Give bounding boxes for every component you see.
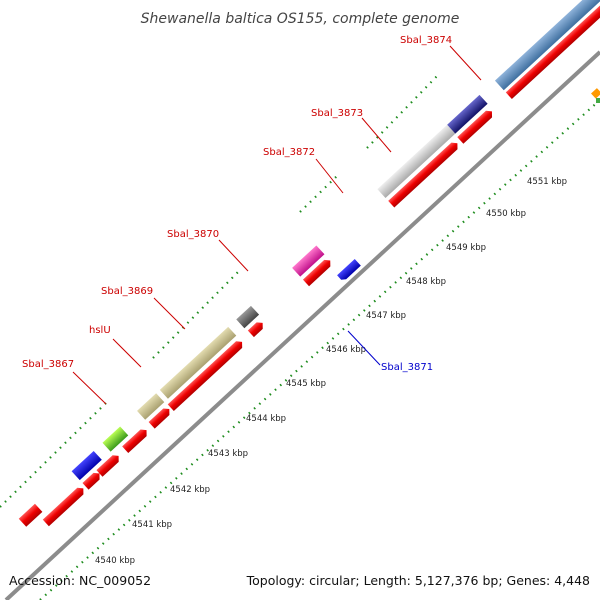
gene-label[interactable]: Sbal_3870 (167, 229, 219, 240)
gene-label-leader (449, 45, 482, 81)
tick-label: 4543 kbp (208, 449, 248, 459)
tick-label: 4540 kbp (95, 556, 135, 566)
tick-label: 4545 kbp (286, 379, 326, 389)
gene-block-khaki (159, 326, 237, 399)
gene-block-magenta (292, 245, 325, 277)
gene-label[interactable]: Sbal_3869 (101, 286, 153, 297)
gene-label-leader (347, 330, 381, 366)
tick-label: 4547 kbp (366, 311, 406, 321)
gene-block-green (596, 98, 600, 103)
genome-backbone (4, 50, 600, 600)
tick-label: 4541 kbp (132, 520, 172, 530)
gene-label-leader (112, 338, 142, 368)
cds-arrow (82, 472, 100, 490)
cds-arrow (122, 429, 147, 454)
tick-label: 4548 kbp (406, 277, 446, 287)
gene-label[interactable]: Sbal_3871 (381, 362, 433, 373)
gene-block-gray (236, 305, 260, 329)
cds-arrow (96, 455, 119, 477)
cds-arrow (247, 322, 263, 338)
gene-label[interactable]: Sbal_3867 (22, 359, 74, 370)
gene-label[interactable]: hslU (89, 325, 111, 336)
cds-arrow (148, 408, 170, 429)
gene-label-leader (315, 158, 344, 194)
gene-label-leader (72, 371, 107, 405)
gene-label-leader (218, 239, 249, 272)
gene-arrow-reverse-blue (337, 259, 361, 280)
genome-summary-text: Topology: circular; Length: 5,127,376 bp… (246, 573, 590, 588)
gene-block-silver (377, 124, 456, 198)
feature-track (18, 0, 600, 527)
tick-label: 4544 kbp (246, 414, 286, 424)
tick-label: 4550 kbp (486, 209, 526, 219)
tick-label: 4546 kbp (326, 345, 366, 355)
gene-block-blue (71, 450, 102, 481)
gene-block-khaki (137, 393, 165, 420)
cds-arrow (388, 142, 458, 208)
gene-block-steelblue (494, 0, 600, 91)
gene-block-lime (102, 426, 129, 452)
outer-ring-segment (152, 269, 241, 359)
tick-label: 4551 kbp (527, 177, 567, 187)
cds-arrow (302, 259, 331, 287)
gene-label[interactable]: Sbal_3873 (311, 108, 363, 119)
outer-ring-segment (0, 400, 109, 508)
cds-arrow (505, 0, 600, 100)
map-title: Shewanella baltica OS155, complete genom… (141, 11, 460, 27)
outer-ring-segment (299, 175, 338, 213)
tick-label: 4542 kbp (170, 485, 210, 495)
cds-arrow (167, 341, 243, 411)
tick-label: 4549 kbp (446, 243, 486, 253)
cds-arrow (42, 487, 84, 527)
cds-arrow (457, 110, 493, 144)
gene-label-leader (153, 297, 186, 330)
cds-arrow (18, 503, 43, 527)
gene-label-leader (361, 117, 392, 153)
gene-label[interactable]: Sbal_3874 (400, 35, 452, 46)
gene-block-navy (447, 94, 488, 134)
gene-label[interactable]: Sbal_3872 (263, 147, 315, 158)
gene-block-orange (591, 88, 600, 99)
accession-text: Accession: NC_009052 (9, 573, 151, 588)
